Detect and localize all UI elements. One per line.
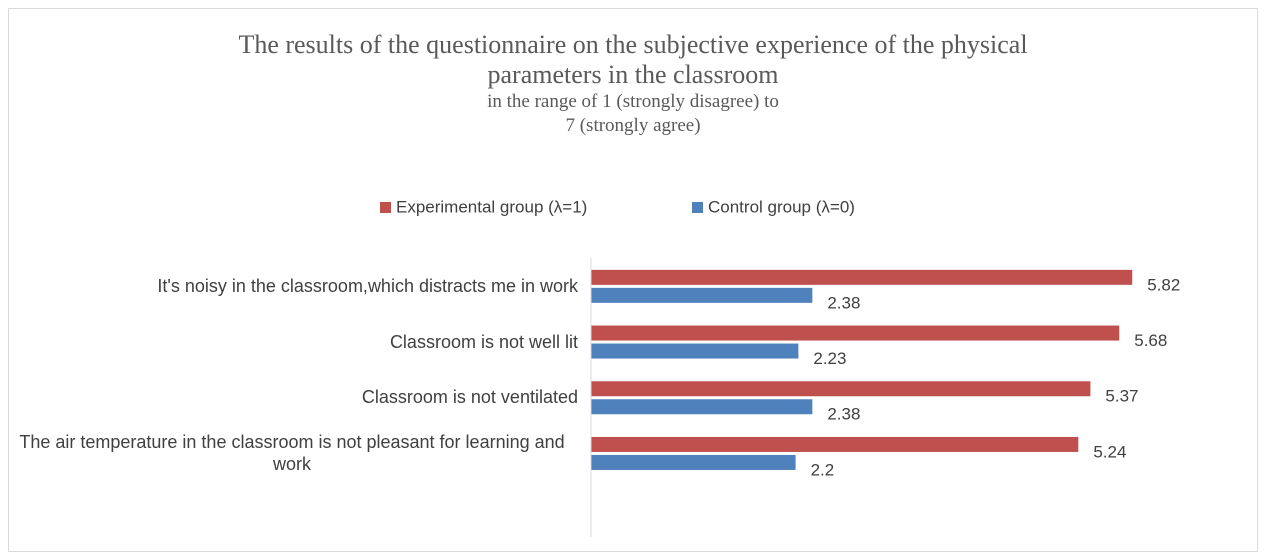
legend-label: Experimental group (λ=1) <box>396 197 587 216</box>
bar <box>591 381 1091 397</box>
bar <box>591 399 813 415</box>
value-label: 5.68 <box>1134 331 1167 350</box>
bar <box>591 436 1079 452</box>
bar <box>591 269 1133 285</box>
bar <box>591 325 1120 341</box>
value-label: 2.38 <box>827 405 860 424</box>
value-label: 2.23 <box>813 349 846 368</box>
y-tick-label: Classroom is not well lit <box>390 331 578 353</box>
value-label: 2.38 <box>827 293 860 312</box>
value-label: 5.82 <box>1147 275 1180 294</box>
chart-subtitle: in the range of 1 (strongly disagree) to… <box>487 91 779 136</box>
y-tick-text: The air temperature in the classroom is … <box>19 431 565 474</box>
value-label: 5.37 <box>1105 387 1138 406</box>
y-tick-label: The air temperature in the classroom is … <box>6 431 578 475</box>
bar <box>591 454 796 470</box>
bar <box>591 343 799 359</box>
y-tick-text: It's noisy in the classroom,which distra… <box>157 275 578 296</box>
legend-swatch <box>692 202 703 213</box>
y-tick-label: Classroom is not ventilated <box>362 386 578 408</box>
value-label: 5.24 <box>1093 442 1126 461</box>
legend-swatch <box>380 202 391 213</box>
value-label: 2.2 <box>811 460 835 479</box>
y-tick-text: Classroom is not ventilated <box>361 387 578 408</box>
chart-title: The results of the questionnaire on the … <box>238 30 1028 89</box>
bar <box>591 287 813 303</box>
y-tick-label: It's noisy in the classroom,which distra… <box>157 275 578 297</box>
chart-border <box>8 8 1258 552</box>
y-tick-text: Classroom is not well lit <box>389 331 578 352</box>
legend-label: Control group (λ=0) <box>708 197 855 216</box>
